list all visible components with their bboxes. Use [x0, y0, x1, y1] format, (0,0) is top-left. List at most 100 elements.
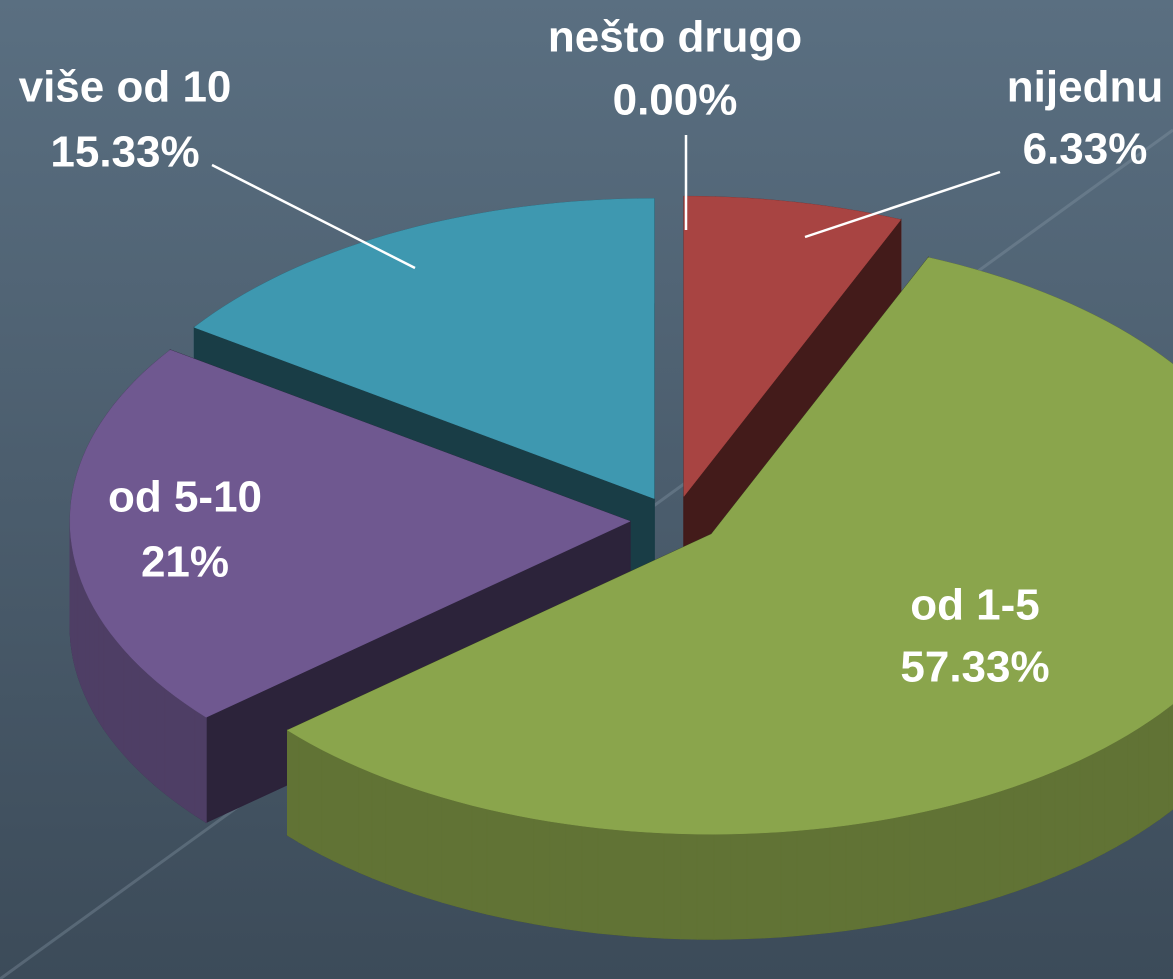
slice-side	[1013, 780, 1029, 893]
slice-side	[413, 787, 429, 899]
slice-side	[1148, 713, 1160, 828]
slice-side	[441, 796, 458, 908]
leader-line	[804, 170, 1001, 239]
slice-side	[517, 815, 535, 925]
slice-side	[924, 807, 941, 918]
slice-side	[346, 760, 360, 874]
value-label: 0.00%	[613, 76, 738, 125]
value-label: 6.33%	[1023, 125, 1148, 174]
slice-side	[88, 598, 95, 713]
slice-label: od 1-5	[910, 581, 1040, 630]
slice-side	[614, 829, 632, 937]
slice-side	[746, 832, 765, 940]
value-label: 21%	[141, 538, 229, 587]
slice-side	[813, 826, 831, 935]
slice-side	[1040, 770, 1056, 883]
pie	[69, 195, 1173, 940]
slice-side	[909, 810, 926, 921]
slice-side	[385, 777, 400, 890]
slice-top	[286, 257, 1173, 835]
slice-side	[549, 820, 567, 930]
slice-side	[1054, 764, 1069, 877]
slice-side	[1092, 746, 1106, 860]
labels: nijednu 6.33% od 1-5 57.33% od 5-10 21% više o…	[19, 13, 1164, 692]
slice-side	[184, 702, 196, 817]
slice-side	[1168, 703, 1173, 813]
slice-side	[780, 830, 798, 938]
leader-line	[211, 163, 416, 270]
slice-side	[1159, 705, 1170, 821]
slice-side	[194, 709, 207, 824]
slice-side	[110, 631, 118, 748]
slice-side	[984, 790, 1001, 902]
slice-side	[597, 827, 615, 936]
slice-top	[193, 198, 655, 499]
slice-label: više od 10	[19, 63, 232, 112]
slice-side	[1116, 733, 1129, 848]
slice-side	[1127, 727, 1140, 841]
slice-side	[309, 742, 323, 856]
slice-side	[321, 748, 335, 862]
slice-side	[98, 614, 105, 732]
slice-top	[69, 349, 631, 718]
slice-side	[940, 803, 957, 914]
slice-side	[138, 664, 148, 780]
slice-side	[116, 640, 125, 756]
slice-side	[456, 800, 473, 912]
slice-side	[93, 605, 100, 724]
slice-side	[333, 755, 347, 868]
slice-side	[371, 772, 387, 884]
slice-side	[174, 695, 186, 810]
slice-side	[130, 656, 140, 772]
slice-side	[155, 680, 166, 795]
slice-side	[164, 687, 176, 803]
slice-label: nešto drugo	[548, 13, 802, 62]
slice-side	[730, 832, 748, 940]
slice-side	[565, 823, 583, 932]
slice-side	[533, 818, 551, 927]
slice-side	[647, 831, 665, 939]
slice-side	[486, 808, 503, 919]
slice-side	[663, 832, 682, 940]
slice-side	[399, 782, 414, 894]
slice-side	[970, 795, 986, 906]
slice-side	[502, 811, 519, 922]
slice-side	[1067, 759, 1081, 872]
value-label: 57.33%	[900, 643, 1049, 692]
slice-side	[877, 817, 895, 927]
slice	[69, 348, 632, 824]
slice-side	[696, 833, 715, 940]
slice	[286, 256, 1173, 940]
slice-side	[763, 831, 782, 939]
slice-side	[471, 804, 488, 915]
slice-side	[861, 820, 879, 929]
slice-side	[955, 799, 971, 910]
slice-label: nijednu	[1007, 63, 1163, 112]
slice-side	[147, 672, 157, 788]
slice-side	[1079, 753, 1094, 866]
slice-label: od 5-10	[108, 473, 262, 522]
slice-side	[81, 581, 86, 696]
slice-side	[1138, 720, 1150, 834]
slice-side	[630, 830, 648, 938]
slice-side	[427, 792, 443, 903]
slice-side	[123, 648, 132, 764]
slice-side	[298, 736, 311, 850]
slice-side	[581, 825, 599, 934]
slice-side	[1104, 740, 1117, 854]
slice-side	[84, 590, 90, 705]
value-label: 15.33%	[50, 128, 199, 177]
slice-side	[103, 623, 111, 740]
slice-side	[287, 729, 300, 843]
slice-side	[893, 814, 911, 924]
slice-side	[680, 833, 698, 940]
slice-side	[1027, 775, 1042, 888]
slice-side	[713, 833, 732, 940]
slice-side	[845, 822, 863, 931]
slice-side	[829, 824, 847, 933]
slice-side	[358, 766, 373, 879]
slice-side	[796, 828, 814, 937]
slice-side	[999, 786, 1015, 898]
